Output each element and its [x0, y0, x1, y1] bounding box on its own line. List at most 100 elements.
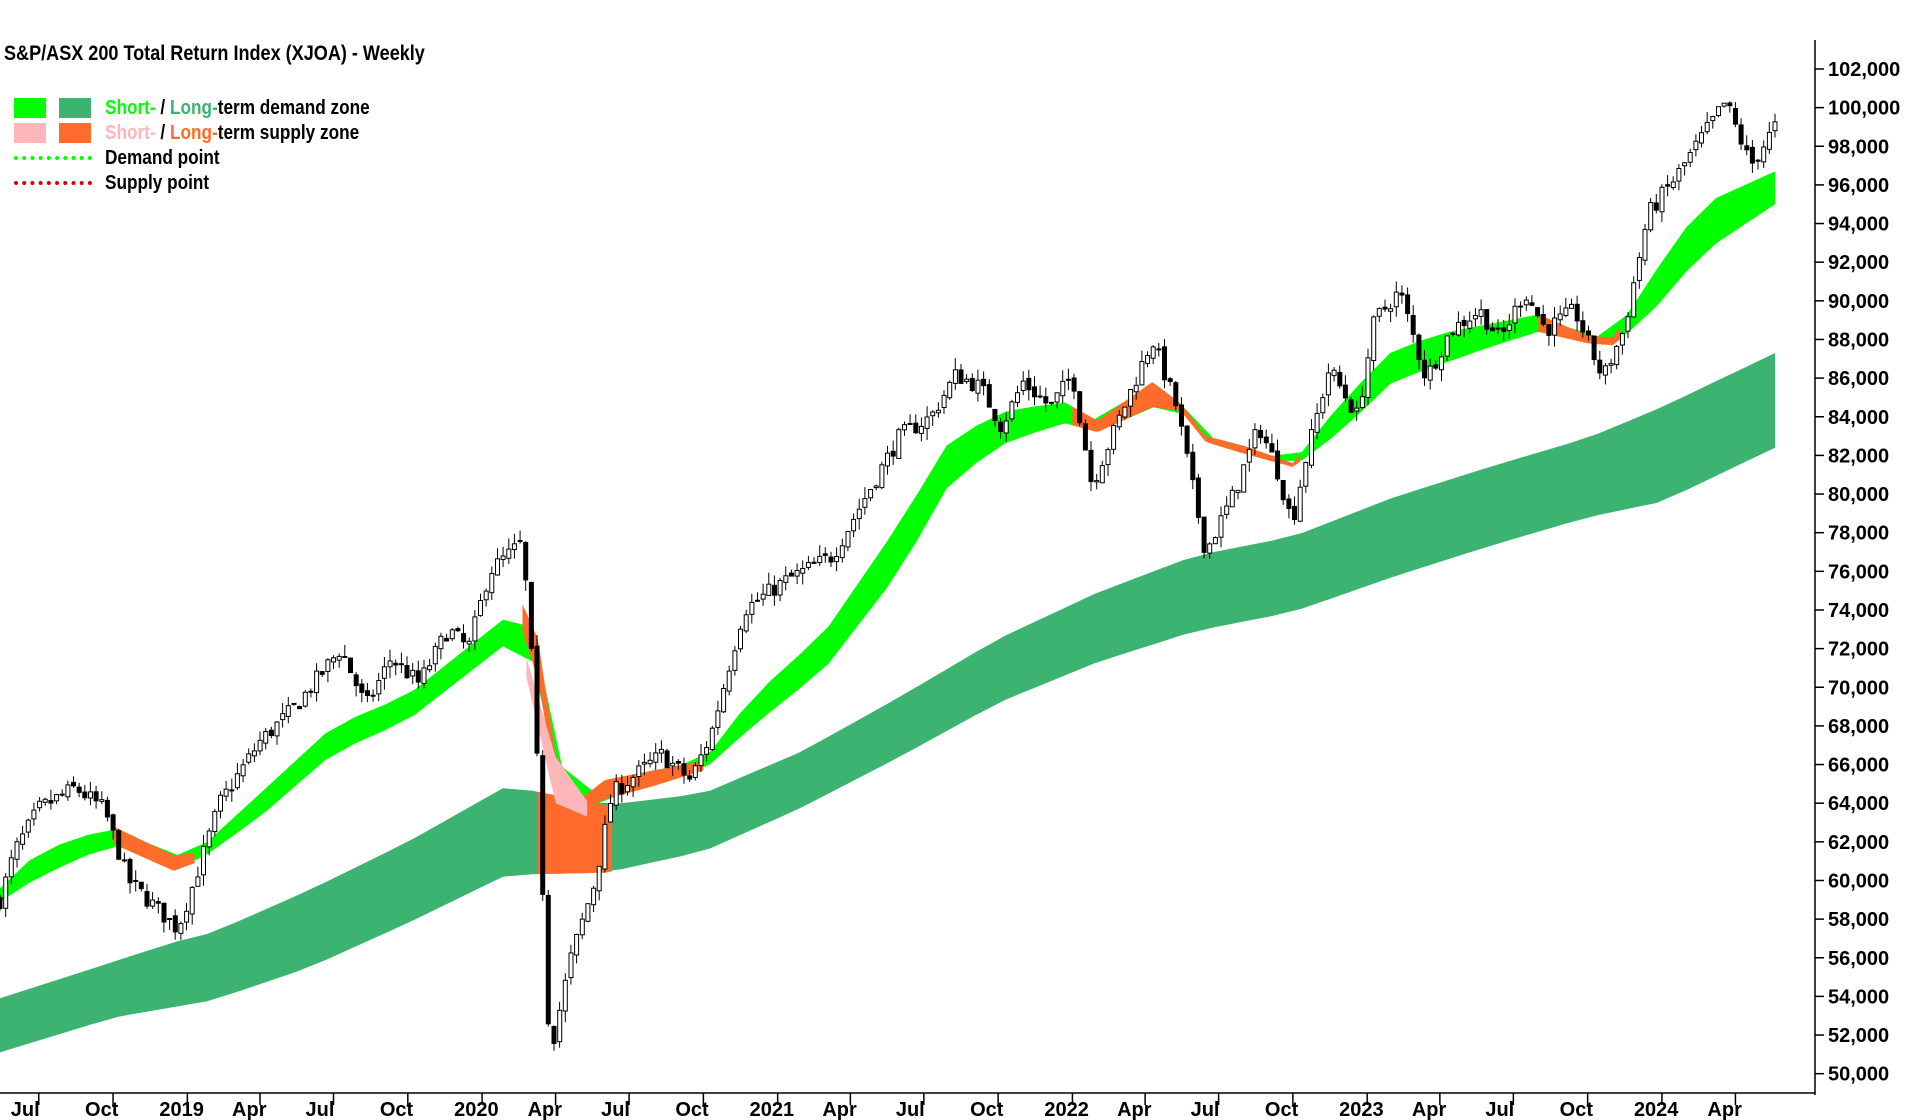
candle [1201, 516, 1207, 559]
y-tick-label: 74,000 [1828, 600, 1889, 622]
candle-body [941, 394, 947, 408]
candle [1580, 311, 1586, 338]
candle-body [489, 573, 495, 594]
candle [466, 637, 472, 653]
candle [647, 752, 653, 768]
short-term-supply-band-1 [113, 826, 195, 871]
y-tick-label: 66,000 [1828, 755, 1889, 777]
candle-body [608, 803, 613, 823]
y-tick-label: 92,000 [1828, 252, 1889, 274]
candle-body [184, 910, 190, 923]
candle-body [1523, 299, 1529, 306]
candle [834, 547, 840, 572]
candle [500, 546, 506, 567]
candle [766, 572, 772, 596]
y-tick-label: 96,000 [1828, 175, 1889, 197]
short-term-supply-band-4 [1538, 314, 1620, 346]
candle [1501, 320, 1507, 342]
candle [777, 577, 783, 602]
candle-body [805, 562, 811, 568]
candle [229, 778, 235, 802]
candle [721, 683, 727, 714]
candle-body [517, 540, 523, 542]
candle [1450, 332, 1456, 337]
candle [1574, 295, 1580, 331]
candle-body [1032, 386, 1037, 398]
candle [25, 818, 31, 838]
candle-body [1229, 489, 1235, 508]
candle-body [788, 572, 794, 577]
candle-body [365, 690, 370, 697]
candle-body [1540, 314, 1546, 325]
y-tick-label: 100,000 [1828, 98, 1900, 120]
candle-body [1077, 391, 1083, 424]
candle [1506, 313, 1512, 339]
candle [969, 373, 975, 392]
x-tick-label: Apr [1117, 1099, 1152, 1120]
candle [393, 659, 399, 676]
candle-body [1309, 429, 1314, 466]
candle-body [704, 747, 710, 755]
candle [596, 865, 602, 901]
candle-body [1099, 465, 1105, 484]
candle-body [1065, 378, 1071, 381]
y-tick-label: 52,000 [1828, 1025, 1889, 1047]
candle [1484, 309, 1490, 335]
candle [1020, 371, 1026, 396]
candle-body [930, 411, 936, 417]
candle [1393, 281, 1399, 317]
candle-body [1037, 395, 1043, 398]
candle [1614, 345, 1620, 370]
candle-body [201, 845, 206, 876]
candle [930, 410, 936, 426]
candle [1275, 439, 1281, 482]
candle [59, 789, 65, 797]
candle [1150, 345, 1156, 365]
candle-body [1535, 307, 1541, 317]
candle [1676, 164, 1682, 191]
candle [1749, 140, 1755, 173]
candle-body [528, 582, 534, 649]
candle-body [1292, 506, 1297, 520]
y-tick-label: 102,000 [1828, 59, 1900, 81]
candle-body [1399, 292, 1405, 296]
candle-body [144, 891, 150, 907]
candle [1716, 106, 1721, 118]
candle-body [274, 721, 280, 737]
candle [1032, 376, 1037, 406]
short-supply-swatch [14, 123, 46, 143]
candle-body [1410, 315, 1416, 335]
y-tick-label: 82,000 [1828, 445, 1889, 467]
candle-body [1224, 505, 1230, 515]
candle [1569, 298, 1574, 309]
candle [1597, 350, 1603, 380]
candle-body [104, 799, 110, 818]
candle-body [902, 424, 907, 431]
candle-body [161, 902, 167, 923]
candle-body [54, 794, 60, 802]
candle-body [223, 788, 229, 797]
candle [1309, 419, 1314, 469]
candle-body [1699, 132, 1704, 144]
candle-body [1382, 306, 1388, 310]
candle-body [71, 781, 76, 787]
x-tick-label: Jul [896, 1099, 925, 1120]
candle [681, 757, 687, 784]
candle-body [138, 881, 144, 890]
candle [1099, 460, 1105, 484]
legend-supply-short: Short- [105, 122, 156, 144]
candle-body [800, 568, 806, 574]
candle [138, 881, 144, 892]
candle-body [1512, 305, 1518, 324]
candle-body [1619, 333, 1625, 346]
candle-body [1467, 320, 1473, 329]
candle [613, 774, 619, 811]
candle [749, 593, 755, 624]
candle [506, 538, 512, 565]
candle-body [1439, 356, 1444, 371]
candle-body [1162, 346, 1167, 381]
candle [1619, 332, 1625, 355]
candle [873, 484, 879, 491]
x-tick-label: Jul [1191, 1099, 1220, 1120]
candle [1026, 369, 1032, 401]
